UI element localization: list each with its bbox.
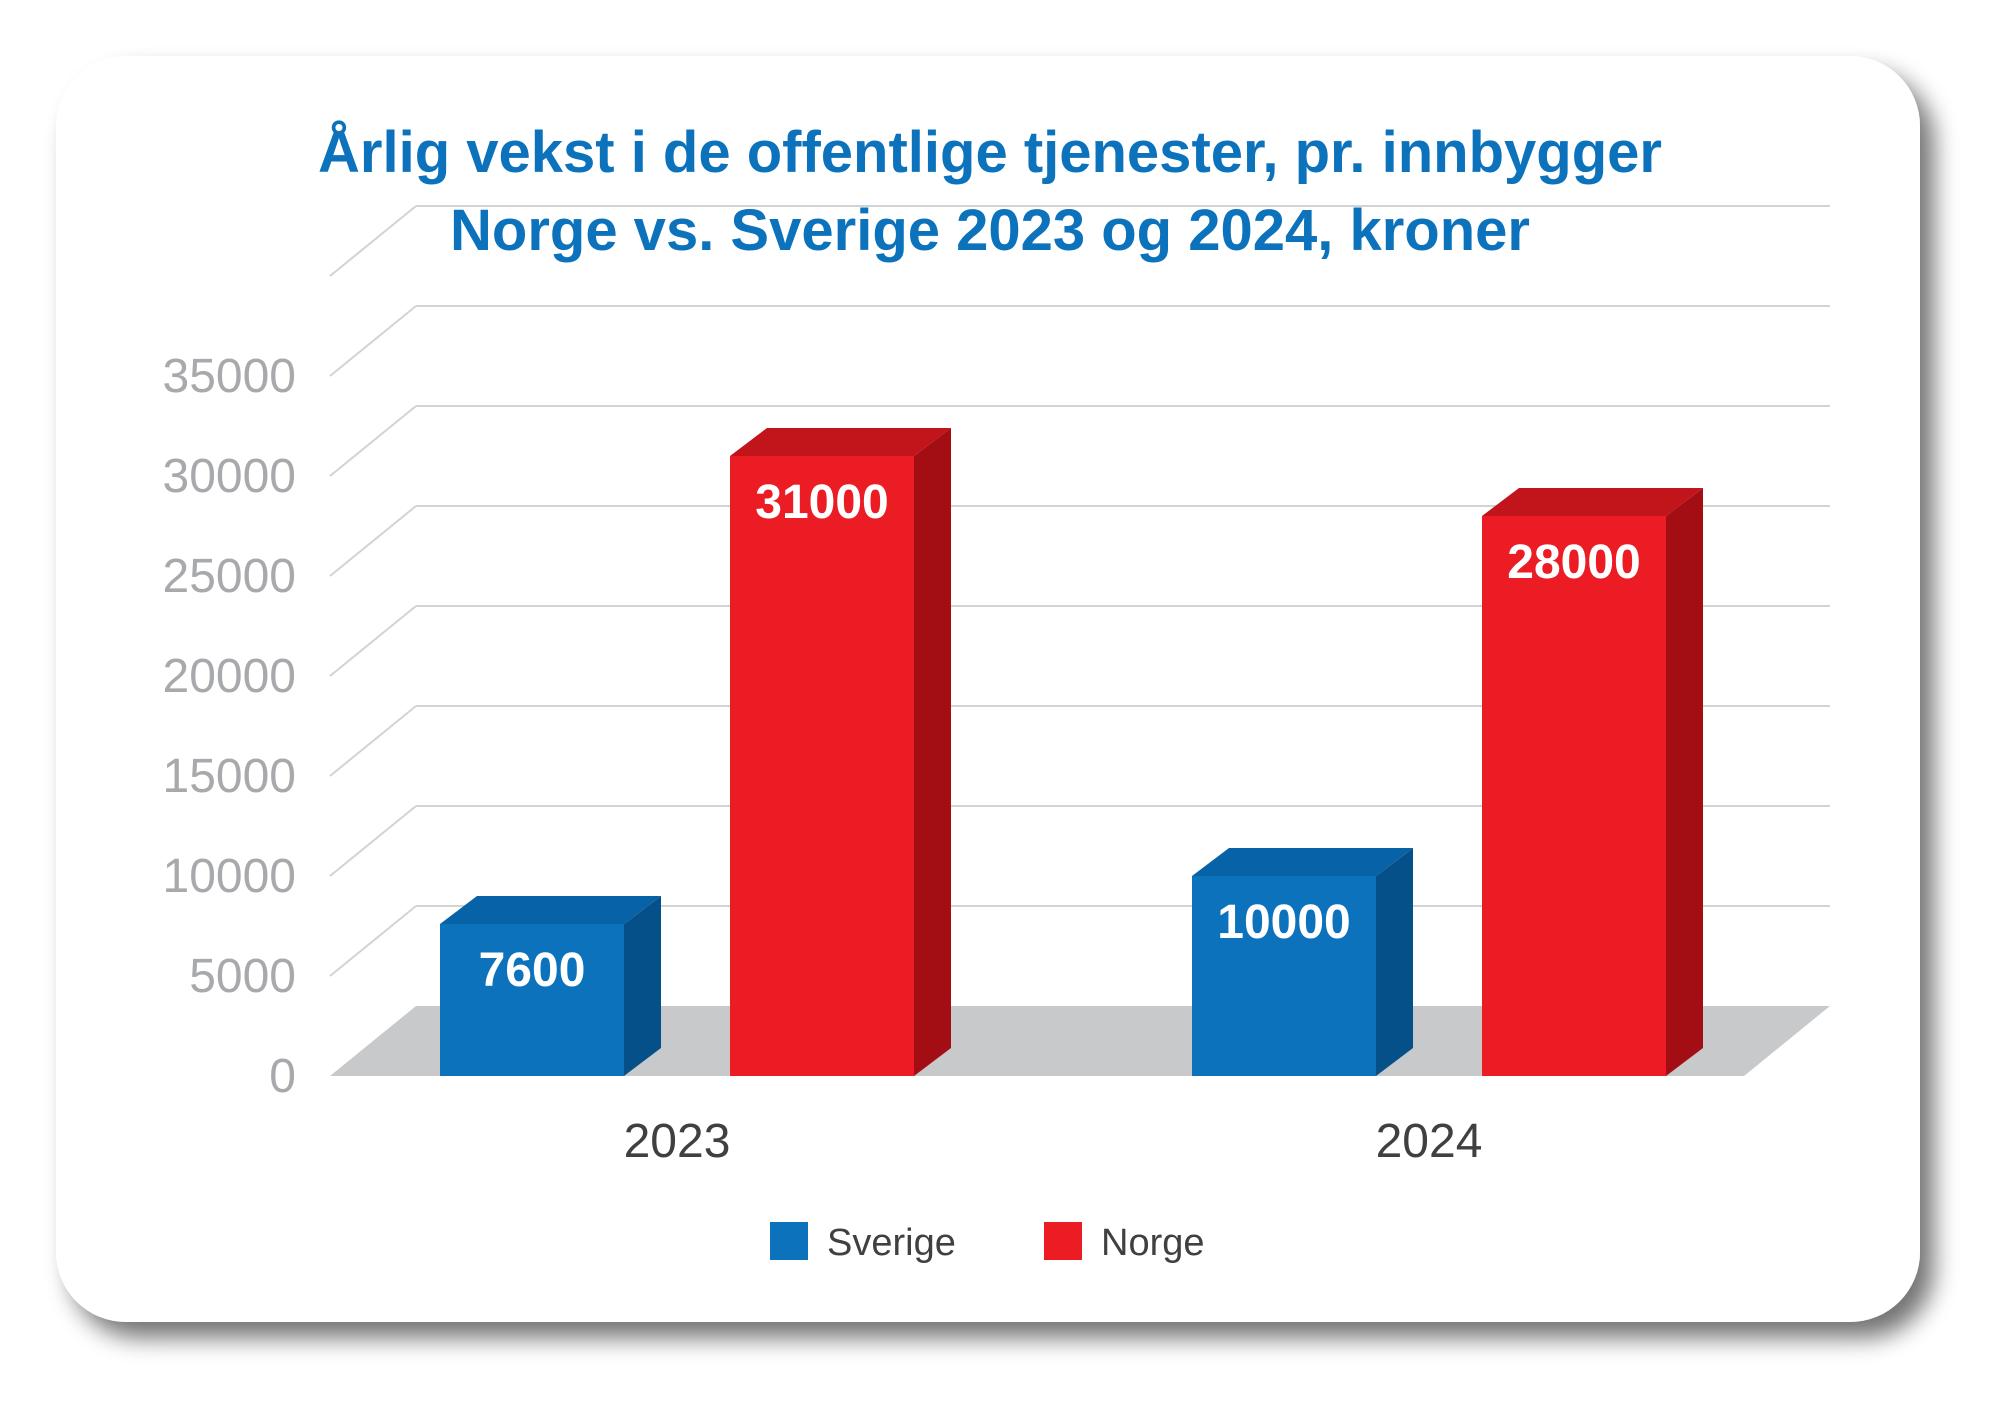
chart-floor [330, 1006, 1830, 1076]
bar-front [1482, 516, 1666, 1076]
bar-value-label: 28000 [1507, 536, 1640, 589]
gridline-diagonal [329, 905, 417, 977]
y-tick-label: 35000 [163, 350, 296, 403]
bar-norge-2023: 31000 [730, 428, 951, 1076]
bar-sverige-2023: 7600 [440, 896, 661, 1076]
bar-front [1192, 876, 1376, 1076]
y-axis-ticks: 0 5000 10000 15000 20000 25000 30000 35000 [163, 350, 296, 1103]
chart-title: Årlig vekst i de offentlige tjenester, p… [318, 120, 1662, 185]
x-axis-categories: 2023 2024 [624, 1115, 1483, 1168]
bar-top [1482, 488, 1703, 516]
bar-value-label: 10000 [1217, 896, 1350, 949]
bar-side [1376, 848, 1413, 1076]
bar-side [914, 428, 951, 1076]
legend-label: Sverige [827, 1222, 956, 1264]
bar-value-label: 31000 [755, 476, 888, 529]
y-tick-label: 15000 [163, 750, 296, 803]
y-tick-label: 30000 [163, 450, 296, 503]
chart-subtitle: Norge vs. Sverige 2023 og 2024, kroner [450, 198, 1530, 263]
gridline-diagonal [329, 805, 417, 877]
legend: Sverige Norge [770, 1222, 1205, 1264]
floor-plane [330, 1006, 1830, 1076]
bar-top [730, 428, 951, 456]
bar-top [440, 896, 661, 924]
bar-value-label: 7600 [479, 944, 586, 997]
legend-item-norge: Norge [1044, 1222, 1205, 1264]
bar-top [1192, 848, 1413, 876]
bar-front [730, 456, 914, 1076]
bar-sverige-2024: 10000 [1192, 848, 1413, 1076]
bar-norge-2024: 28000 [1482, 488, 1703, 1076]
gridline-diagonal [329, 405, 417, 477]
gridline-diagonal [329, 705, 417, 777]
y-tick-label: 5000 [189, 950, 296, 1003]
bar-front [440, 924, 624, 1076]
legend-swatch [770, 1222, 808, 1260]
legend-item-sverige: Sverige [770, 1222, 956, 1264]
bar-side [624, 896, 661, 1076]
bars: 7600 31000 10000 28000 [440, 428, 1703, 1076]
gridline-diagonal [329, 305, 417, 377]
legend-swatch [1044, 1222, 1082, 1260]
gridline-diagonal [329, 605, 417, 677]
x-category-label: 2024 [1376, 1115, 1483, 1168]
y-tick-label: 0 [269, 1050, 296, 1103]
bar-side [1666, 488, 1703, 1076]
y-tick-label: 20000 [163, 650, 296, 703]
legend-label: Norge [1101, 1222, 1205, 1264]
gridline-diagonal [329, 505, 417, 577]
x-category-label: 2023 [624, 1115, 731, 1168]
y-tick-label: 10000 [163, 850, 296, 903]
y-tick-label: 25000 [163, 550, 296, 603]
gridline-diagonal [329, 205, 417, 277]
